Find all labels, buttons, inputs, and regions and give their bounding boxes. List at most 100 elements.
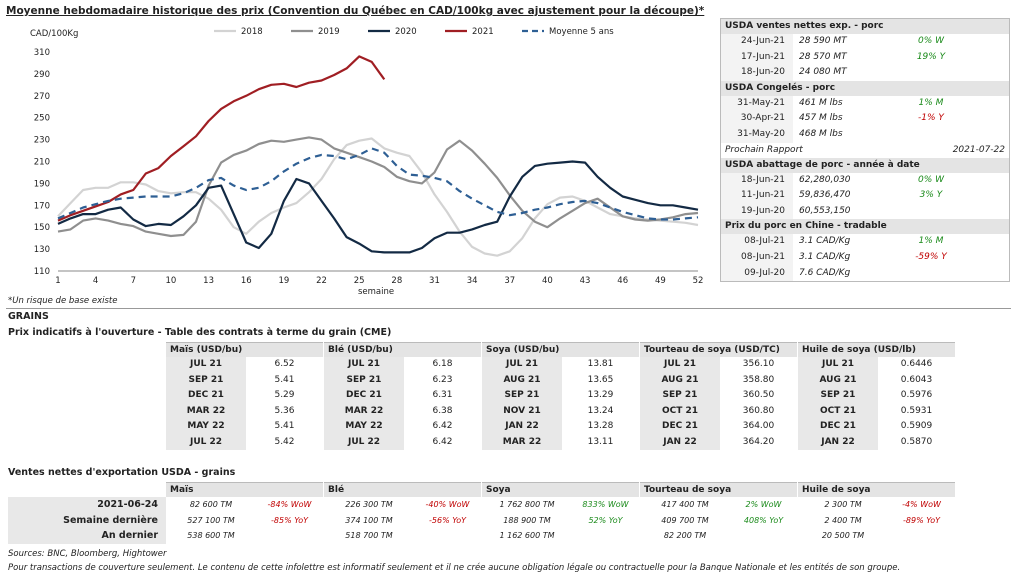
side-change: 1% M xyxy=(918,236,944,247)
exp-cell: 417 400 TM 2% WoW xyxy=(640,497,797,513)
exp-volume: 20 500 TM xyxy=(821,531,865,540)
side-change: 0% W xyxy=(917,174,945,185)
x-tick-label: 43 xyxy=(580,276,591,286)
side-date: 09-Jul-20 xyxy=(721,265,793,282)
side-date: 18-Jun-20 xyxy=(721,65,793,81)
exp-volume: 2 300 TM xyxy=(824,500,862,509)
cme-column: JUL 21 356.10 AUG 21 358.80 SEP 21 360.50 OCT … xyxy=(640,357,797,450)
side-spacer xyxy=(961,234,1009,250)
x-tick-label: 28 xyxy=(391,276,402,286)
exp-cell: 188 900 TM 52% YoY xyxy=(482,513,639,529)
side-date: 24-Jun-21 xyxy=(721,34,793,50)
exp-change: -4% WoW xyxy=(902,500,941,509)
cme-row: DEC 21 5.29 xyxy=(166,388,323,404)
exp-cell: 538 600 TM xyxy=(166,528,323,544)
side-spacer xyxy=(961,188,1009,204)
y-tick-label: 210 xyxy=(34,158,50,168)
x-tick-label: 34 xyxy=(467,276,478,286)
x-tick-label: 40 xyxy=(542,276,553,286)
contract-month: MAY 22 xyxy=(324,419,404,435)
cme-column-header: Tourteau de soya (USD/TC) xyxy=(640,342,797,357)
contract-month: JUL 21 xyxy=(166,357,246,373)
cme-column: JUL 21 0.6446 AUG 21 0.6043 SEP 21 0.5976 OCT … xyxy=(798,357,955,450)
cme-row: JUL 21 13.81 xyxy=(482,357,639,373)
exp-header-spacer xyxy=(8,482,166,497)
side-spacer xyxy=(961,204,1009,220)
series-line-2021 xyxy=(57,55,386,222)
cme-row: AUG 21 358.80 xyxy=(640,372,797,388)
exp-change xyxy=(730,528,797,544)
contract-price: 6.31 xyxy=(432,390,453,400)
chart-note: *Un risque de base existe xyxy=(8,296,118,306)
series-line-2018 xyxy=(57,137,699,257)
usda-side-panel: USDA ventes nettes exp. - porc 24-Jun-21 2… xyxy=(720,18,1010,283)
series-line-2019 xyxy=(57,136,699,238)
cme-row: SEP 21 13.29 xyxy=(482,388,639,404)
side-date: 17-Jun-21 xyxy=(721,49,793,66)
side-section-title: USDA ventes nettes exp. - porc xyxy=(721,19,1009,34)
contract-month: AUG 21 xyxy=(798,372,878,388)
exp-volume: 518 700 TM xyxy=(345,531,393,540)
cme-futures-table: Maïs (USD/bu) Blé (USD/bu) Soya (USD/bu) To… xyxy=(166,342,1008,450)
exp-cell: 226 300 TM -40% WoW xyxy=(324,497,481,513)
contract-price: 6.52 xyxy=(274,359,295,369)
exp-cell: 409 700 TM 408% YoY xyxy=(640,513,797,529)
cme-column: JUL 21 6.52 SEP 21 5.41 DEC 21 5.29 MAR 22 5.36… xyxy=(166,357,323,450)
side-change xyxy=(901,127,961,143)
exp-volume: 1 162 600 TM xyxy=(499,531,555,540)
exp-cell: 374 100 TM -56% YoY xyxy=(324,513,481,529)
cme-row: JUL 22 6.42 xyxy=(324,434,481,450)
exp-volume: 527 100 TM xyxy=(187,515,235,525)
side-value: 457 M lbs xyxy=(799,113,843,124)
contract-month: OCT 21 xyxy=(798,403,878,419)
side-section-title: Prix du porc en Chine - tradable xyxy=(721,219,1009,235)
exp-row-label: Semaine dernière xyxy=(8,512,166,528)
next-report-label: Prochain Rapport xyxy=(725,144,803,155)
side-change: -1% Y xyxy=(918,113,944,124)
cme-row: SEP 21 360.50 xyxy=(640,388,797,404)
y-tick-label: 290 xyxy=(34,70,50,80)
contract-price: 0.5931 xyxy=(900,405,933,416)
contract-price: 6.18 xyxy=(432,359,453,369)
side-row: 31-May-20 468 M lbs xyxy=(721,126,1009,143)
exp-header-row: Maïs Blé Soya Tourteau de soya Huile de soya xyxy=(8,482,1008,497)
contract-price: 0.5870 xyxy=(900,436,933,447)
cme-row: MAY 22 5.41 xyxy=(166,419,323,435)
side-row: 08-Jun-21 3.1 CAD/Kg -59% Y xyxy=(721,249,1009,266)
contract-month: MAR 22 xyxy=(166,403,246,419)
contract-month: JUL 21 xyxy=(482,357,562,373)
side-section-title: USDA Congelés - porc xyxy=(721,80,1009,96)
exp-row: Semaine dernière 527 100 TM -85% YoY 374 10… xyxy=(8,512,1008,529)
grains-label: GRAINS xyxy=(8,311,49,322)
contract-price: 13.65 xyxy=(587,374,614,385)
side-change: 0% W xyxy=(917,36,945,46)
side-next-report: Prochain Rapport 2021-07-22 xyxy=(721,143,1009,158)
side-change xyxy=(901,204,961,220)
side-row: 09-Jul-20 7.6 CAD/Kg xyxy=(721,265,1009,282)
contract-month: MAR 22 xyxy=(324,403,404,419)
contract-price: 5.41 xyxy=(274,374,295,385)
contract-month: JAN 22 xyxy=(482,419,562,435)
exp-cell: 527 100 TM -85% YoY xyxy=(166,513,323,529)
side-date: 31-May-20 xyxy=(721,126,793,143)
series-line-2020 xyxy=(57,160,699,254)
legend-label: 2020 xyxy=(395,27,417,37)
series-line-moyenne-5-ans xyxy=(57,147,699,221)
side-change xyxy=(901,65,961,81)
exp-change: -84% WoW xyxy=(267,500,312,509)
side-section-title: USDA abattage de porc - année à date xyxy=(721,157,1009,173)
x-tick-label: 22 xyxy=(316,276,327,286)
contract-month: JAN 22 xyxy=(798,434,878,450)
contract-price: 360.80 xyxy=(742,405,775,416)
price-history-chart: 110 130 150 170 190 210 230 250 270 290 310 1 4 7 10 13… xyxy=(30,27,703,297)
contract-month: DEC 21 xyxy=(798,419,878,435)
contract-month: SEP 21 xyxy=(640,388,720,404)
cme-row: JUL 21 0.6446 xyxy=(798,357,955,373)
exp-change: -89% YoY xyxy=(903,515,940,525)
exp-change: 52% YoY xyxy=(588,515,623,525)
y-tick-label: 110 xyxy=(34,267,50,277)
side-date: 18-Jun-21 xyxy=(721,172,793,189)
contract-month: JUL 22 xyxy=(166,434,246,450)
cme-row: NOV 21 13.24 xyxy=(482,403,639,419)
cme-column: JUL 21 13.81 AUG 21 13.65 SEP 21 13.29 NOV 21 1… xyxy=(482,357,639,450)
